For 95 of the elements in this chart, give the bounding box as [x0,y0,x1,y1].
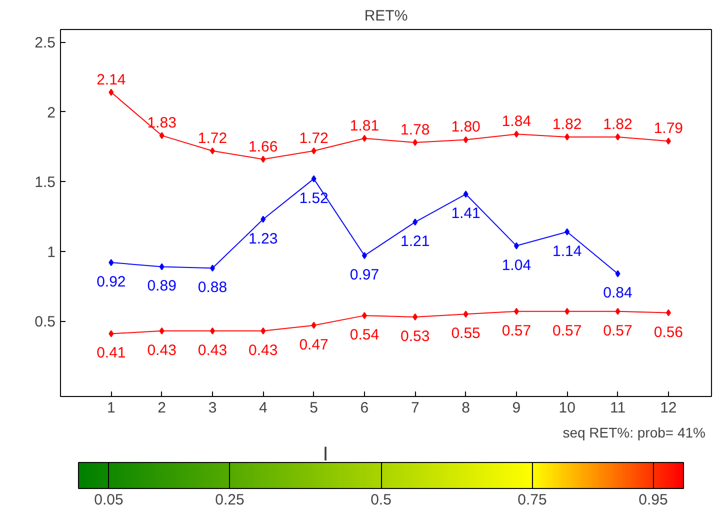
point [412,139,418,146]
y-tick-label: 1.5 [34,174,56,192]
point [362,134,367,142]
data-label: 1.72 [198,130,228,147]
data-label: 2.14 [96,71,126,88]
point [210,327,215,334]
y-tick-label: 2.5 [34,34,56,52]
color-bar-label: 0.25 [215,492,244,508]
color-bar-label: 0.95 [638,492,668,508]
point [159,263,164,270]
x-tick-label: 7 [410,400,420,416]
data-label: 1.78 [400,122,430,139]
point [210,264,215,272]
data-label: 1.72 [299,130,328,147]
y-tick-label: 1 [47,244,56,261]
data-label: 1.41 [451,205,480,222]
data-label: 1.82 [603,116,632,133]
point [210,147,215,154]
chart-title: RET% [364,8,408,24]
x-tick-label: 5 [310,400,318,416]
x-tick-label: 4 [258,400,268,416]
point [108,259,114,266]
point [463,136,468,144]
data-label: 0.54 [350,326,380,344]
point [564,308,570,315]
data-label: 0.57 [552,322,582,340]
data-label: 1.52 [299,190,328,207]
point [311,147,316,154]
color-bar-label: 0.05 [94,492,124,508]
point [514,308,519,315]
data-label: 0.47 [299,336,328,354]
point [514,242,519,250]
x-tick-label: 6 [360,400,369,416]
data-label: 0.53 [400,328,430,345]
data-label: 1.14 [552,242,582,260]
data-label: 0.89 [147,278,176,295]
point [260,327,266,334]
point [564,228,570,236]
x-tick-label: 12 [660,400,677,416]
x-tick-label: 9 [512,400,521,416]
data-label: 1.81 [350,117,380,134]
data-label: 1.83 [147,114,176,132]
x-tick-label: 8 [462,400,470,416]
point [463,190,468,198]
data-label: 0.55 [451,325,480,342]
data-label: 0.43 [248,342,278,359]
point [564,133,570,140]
point [666,138,671,145]
data-label: 1.79 [654,120,684,138]
data-label: 1.80 [451,118,480,136]
point [514,130,519,138]
point [362,252,367,260]
point [362,312,367,320]
point [615,270,620,278]
point [615,308,620,315]
x-tick-label: 2 [158,400,166,416]
text: I [322,444,328,466]
point [159,327,164,334]
data-label: 1.23 [248,230,278,248]
data-label: 1.21 [400,233,430,250]
data-label: 0.97 [350,266,380,284]
data-label: 0.43 [147,342,176,359]
point [311,322,316,329]
point [412,313,418,320]
point [412,218,418,226]
data-label: 0.41 [96,344,126,362]
data-label: 0.57 [502,322,532,340]
point [463,310,468,318]
data-label: 1.82 [552,116,582,133]
x-tick-label: 11 [610,400,626,416]
data-label: 0.56 [654,324,684,341]
point [311,175,316,182]
point [260,156,266,163]
data-label: 0.92 [96,274,126,291]
point [260,216,266,223]
data-label: 0.84 [603,284,632,302]
data-label: 0.57 [603,322,632,340]
data-label: 1.84 [502,113,532,130]
data-label: 1.66 [248,138,278,156]
point [108,330,114,338]
data-label: 1.04 [502,256,532,274]
x-tick-label: 1 [106,400,116,416]
point [666,309,671,316]
x-tick-label: 10 [558,400,576,416]
y-tick-label: 0.5 [34,314,56,331]
x-tick-label: 3 [208,400,217,416]
point [159,132,164,140]
y-tick-label: 2 [47,104,56,122]
point [615,133,620,140]
data-label: 0.43 [198,342,228,359]
color-bar-label: 0.75 [518,492,547,508]
text: seq RET%: prob= 41% [562,424,706,440]
point [108,88,114,96]
data-label: 0.88 [198,279,228,296]
color-bar-label: 0.5 [370,492,392,508]
